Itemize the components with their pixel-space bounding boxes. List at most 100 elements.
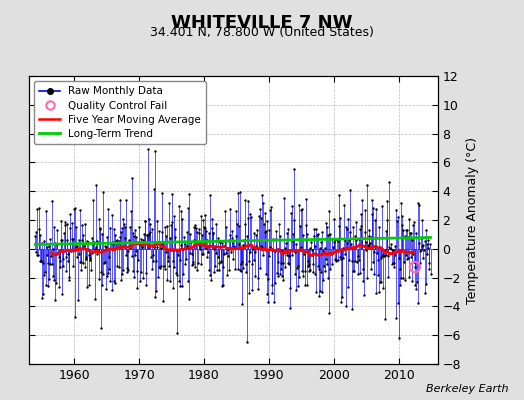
Point — [148, 266, 156, 272]
Point — [375, 288, 383, 295]
Point — [388, 260, 396, 267]
Point — [235, 189, 244, 195]
Point — [171, 226, 180, 232]
Point — [250, 273, 259, 280]
Point — [194, 226, 203, 233]
Point — [78, 222, 86, 228]
Point — [415, 240, 423, 246]
Point — [268, 247, 277, 254]
Point — [163, 254, 172, 261]
Point — [126, 245, 135, 252]
Point — [344, 216, 353, 222]
Point — [248, 261, 256, 268]
Point — [180, 240, 189, 247]
Point — [59, 263, 68, 270]
Point — [94, 246, 102, 253]
Point — [342, 303, 351, 309]
Point — [141, 281, 150, 288]
Point — [134, 224, 143, 230]
Point — [62, 254, 70, 260]
Point — [352, 219, 361, 225]
Point — [36, 258, 44, 264]
Point — [403, 227, 411, 234]
Point — [184, 278, 192, 284]
Point — [110, 278, 118, 284]
Point — [378, 202, 386, 209]
Point — [356, 270, 364, 276]
Point — [83, 239, 92, 245]
Point — [347, 241, 355, 247]
Point — [370, 249, 378, 255]
Point — [319, 277, 328, 283]
Point — [407, 254, 415, 260]
Point — [157, 262, 166, 269]
Point — [298, 268, 306, 274]
Point — [114, 240, 122, 246]
Point — [252, 242, 260, 249]
Point — [116, 276, 125, 283]
Point — [291, 270, 300, 277]
Point — [303, 231, 311, 238]
Point — [103, 273, 111, 280]
Point — [253, 275, 261, 281]
Point — [242, 260, 250, 267]
Point — [159, 241, 168, 247]
Point — [34, 252, 42, 258]
Point — [31, 233, 39, 239]
Point — [128, 229, 137, 236]
Point — [296, 246, 304, 252]
Point — [193, 267, 202, 274]
Point — [181, 261, 189, 268]
Point — [205, 230, 213, 236]
Point — [379, 252, 388, 258]
Point — [322, 260, 331, 267]
Point — [345, 256, 354, 263]
Point — [340, 202, 348, 208]
Point — [188, 262, 196, 268]
Point — [97, 325, 105, 331]
Point — [424, 260, 433, 266]
Point — [158, 229, 167, 236]
Point — [168, 219, 176, 225]
Point — [343, 226, 352, 232]
Point — [92, 182, 101, 188]
Point — [362, 247, 370, 254]
Point — [82, 256, 90, 262]
Point — [258, 192, 267, 198]
Point — [315, 292, 323, 299]
Point — [275, 247, 283, 254]
Point — [143, 232, 151, 239]
Point — [160, 263, 168, 269]
Point — [125, 238, 134, 245]
Point — [329, 250, 337, 256]
Point — [371, 217, 379, 224]
Point — [339, 245, 347, 252]
Point — [335, 254, 344, 260]
Point — [355, 226, 364, 232]
Point — [156, 264, 164, 271]
Point — [407, 237, 416, 244]
Point — [403, 234, 412, 240]
Point — [334, 238, 342, 244]
Point — [194, 260, 202, 266]
Point — [225, 267, 234, 274]
Point — [75, 207, 84, 214]
Point — [35, 226, 43, 232]
Point — [318, 289, 326, 295]
Point — [64, 274, 73, 281]
Point — [252, 232, 260, 239]
Point — [342, 224, 350, 230]
Point — [216, 239, 224, 246]
Point — [259, 252, 268, 258]
Point — [361, 207, 369, 213]
Point — [150, 294, 159, 300]
Point — [425, 266, 434, 272]
Point — [310, 233, 319, 239]
Point — [414, 300, 422, 306]
Point — [147, 254, 155, 260]
Point — [396, 266, 405, 272]
Point — [99, 271, 107, 278]
Point — [37, 258, 45, 264]
Point — [309, 269, 317, 276]
Point — [300, 268, 309, 275]
